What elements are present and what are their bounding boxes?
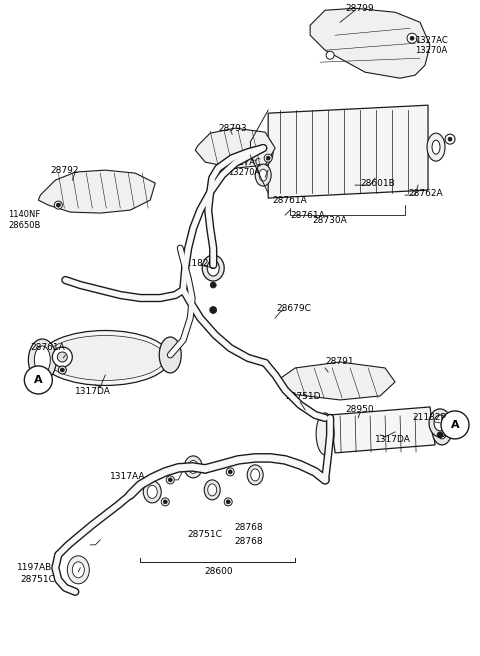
Circle shape bbox=[445, 134, 455, 144]
Text: 28601B: 28601B bbox=[360, 178, 395, 188]
Text: A: A bbox=[451, 420, 459, 430]
Ellipse shape bbox=[207, 260, 219, 276]
Text: 1317DA: 1317DA bbox=[75, 388, 111, 396]
Ellipse shape bbox=[437, 421, 447, 439]
Ellipse shape bbox=[255, 164, 271, 186]
Ellipse shape bbox=[28, 339, 56, 381]
Circle shape bbox=[161, 498, 169, 506]
Circle shape bbox=[24, 366, 52, 394]
Circle shape bbox=[57, 352, 67, 362]
Ellipse shape bbox=[253, 136, 273, 166]
Ellipse shape bbox=[251, 469, 260, 481]
Circle shape bbox=[168, 478, 172, 482]
Circle shape bbox=[59, 366, 66, 374]
Ellipse shape bbox=[259, 169, 267, 181]
Circle shape bbox=[326, 51, 334, 59]
Text: 28751C: 28751C bbox=[188, 530, 223, 539]
Ellipse shape bbox=[204, 480, 220, 500]
Text: 28799: 28799 bbox=[345, 4, 374, 12]
Ellipse shape bbox=[40, 331, 170, 386]
Circle shape bbox=[264, 154, 272, 162]
Circle shape bbox=[407, 33, 417, 43]
Text: 28730A: 28730A bbox=[313, 216, 348, 224]
Polygon shape bbox=[330, 407, 435, 453]
Circle shape bbox=[210, 306, 216, 314]
Polygon shape bbox=[38, 170, 155, 213]
Circle shape bbox=[448, 137, 452, 141]
Text: 1317AA: 1317AA bbox=[110, 472, 145, 482]
Text: 28761A: 28761A bbox=[31, 344, 65, 352]
Ellipse shape bbox=[429, 409, 451, 437]
Circle shape bbox=[437, 432, 443, 438]
Ellipse shape bbox=[143, 481, 161, 503]
Ellipse shape bbox=[427, 133, 445, 161]
Text: 28792: 28792 bbox=[50, 165, 79, 174]
Circle shape bbox=[224, 498, 232, 506]
Circle shape bbox=[166, 476, 174, 484]
Ellipse shape bbox=[147, 485, 157, 499]
Text: A: A bbox=[34, 375, 43, 385]
Circle shape bbox=[163, 500, 167, 504]
Text: 1327AC: 1327AC bbox=[415, 35, 448, 45]
Ellipse shape bbox=[258, 143, 268, 159]
Text: 28761A: 28761A bbox=[272, 195, 307, 205]
Ellipse shape bbox=[247, 465, 263, 485]
Circle shape bbox=[56, 203, 60, 207]
Ellipse shape bbox=[72, 562, 84, 578]
Circle shape bbox=[410, 36, 414, 40]
Ellipse shape bbox=[188, 461, 198, 474]
Text: 28950: 28950 bbox=[345, 405, 374, 415]
Circle shape bbox=[441, 411, 469, 439]
Circle shape bbox=[226, 468, 234, 476]
Text: 21182P: 21182P bbox=[412, 413, 446, 422]
Circle shape bbox=[60, 368, 64, 372]
Ellipse shape bbox=[67, 556, 89, 584]
Text: 28791: 28791 bbox=[325, 358, 354, 367]
Ellipse shape bbox=[35, 346, 50, 374]
Text: 1317DA: 1317DA bbox=[375, 436, 411, 444]
Circle shape bbox=[52, 347, 72, 367]
Text: 13270A: 13270A bbox=[228, 168, 261, 176]
Ellipse shape bbox=[432, 140, 440, 154]
Circle shape bbox=[266, 156, 270, 160]
Circle shape bbox=[228, 470, 232, 474]
Polygon shape bbox=[278, 362, 395, 400]
Text: 1197AB: 1197AB bbox=[17, 564, 52, 572]
Polygon shape bbox=[268, 105, 428, 198]
Circle shape bbox=[226, 500, 230, 504]
Ellipse shape bbox=[159, 337, 181, 373]
Text: 28793: 28793 bbox=[218, 124, 247, 133]
Ellipse shape bbox=[434, 415, 446, 431]
Text: 28762A: 28762A bbox=[408, 189, 443, 197]
Circle shape bbox=[54, 201, 62, 209]
Text: 28679C: 28679C bbox=[276, 304, 311, 312]
Text: 28768: 28768 bbox=[234, 523, 263, 532]
Text: 28751C: 28751C bbox=[21, 575, 55, 584]
Polygon shape bbox=[195, 128, 275, 168]
Polygon shape bbox=[310, 9, 430, 78]
Ellipse shape bbox=[184, 456, 202, 478]
Text: 13270A: 13270A bbox=[415, 46, 447, 54]
Text: 28600: 28600 bbox=[204, 567, 232, 577]
Ellipse shape bbox=[432, 415, 452, 445]
Text: 28768: 28768 bbox=[234, 537, 263, 546]
Ellipse shape bbox=[208, 484, 216, 496]
Text: 28650B: 28650B bbox=[8, 220, 40, 230]
Text: 21182P: 21182P bbox=[180, 258, 214, 268]
Text: 1140NF: 1140NF bbox=[8, 209, 40, 218]
Ellipse shape bbox=[202, 255, 224, 281]
Circle shape bbox=[210, 282, 216, 288]
Text: 1327AC: 1327AC bbox=[228, 157, 261, 167]
Ellipse shape bbox=[45, 335, 165, 380]
Text: 28751D: 28751D bbox=[285, 392, 321, 401]
Ellipse shape bbox=[316, 413, 334, 455]
Text: 28761A: 28761A bbox=[290, 211, 325, 220]
